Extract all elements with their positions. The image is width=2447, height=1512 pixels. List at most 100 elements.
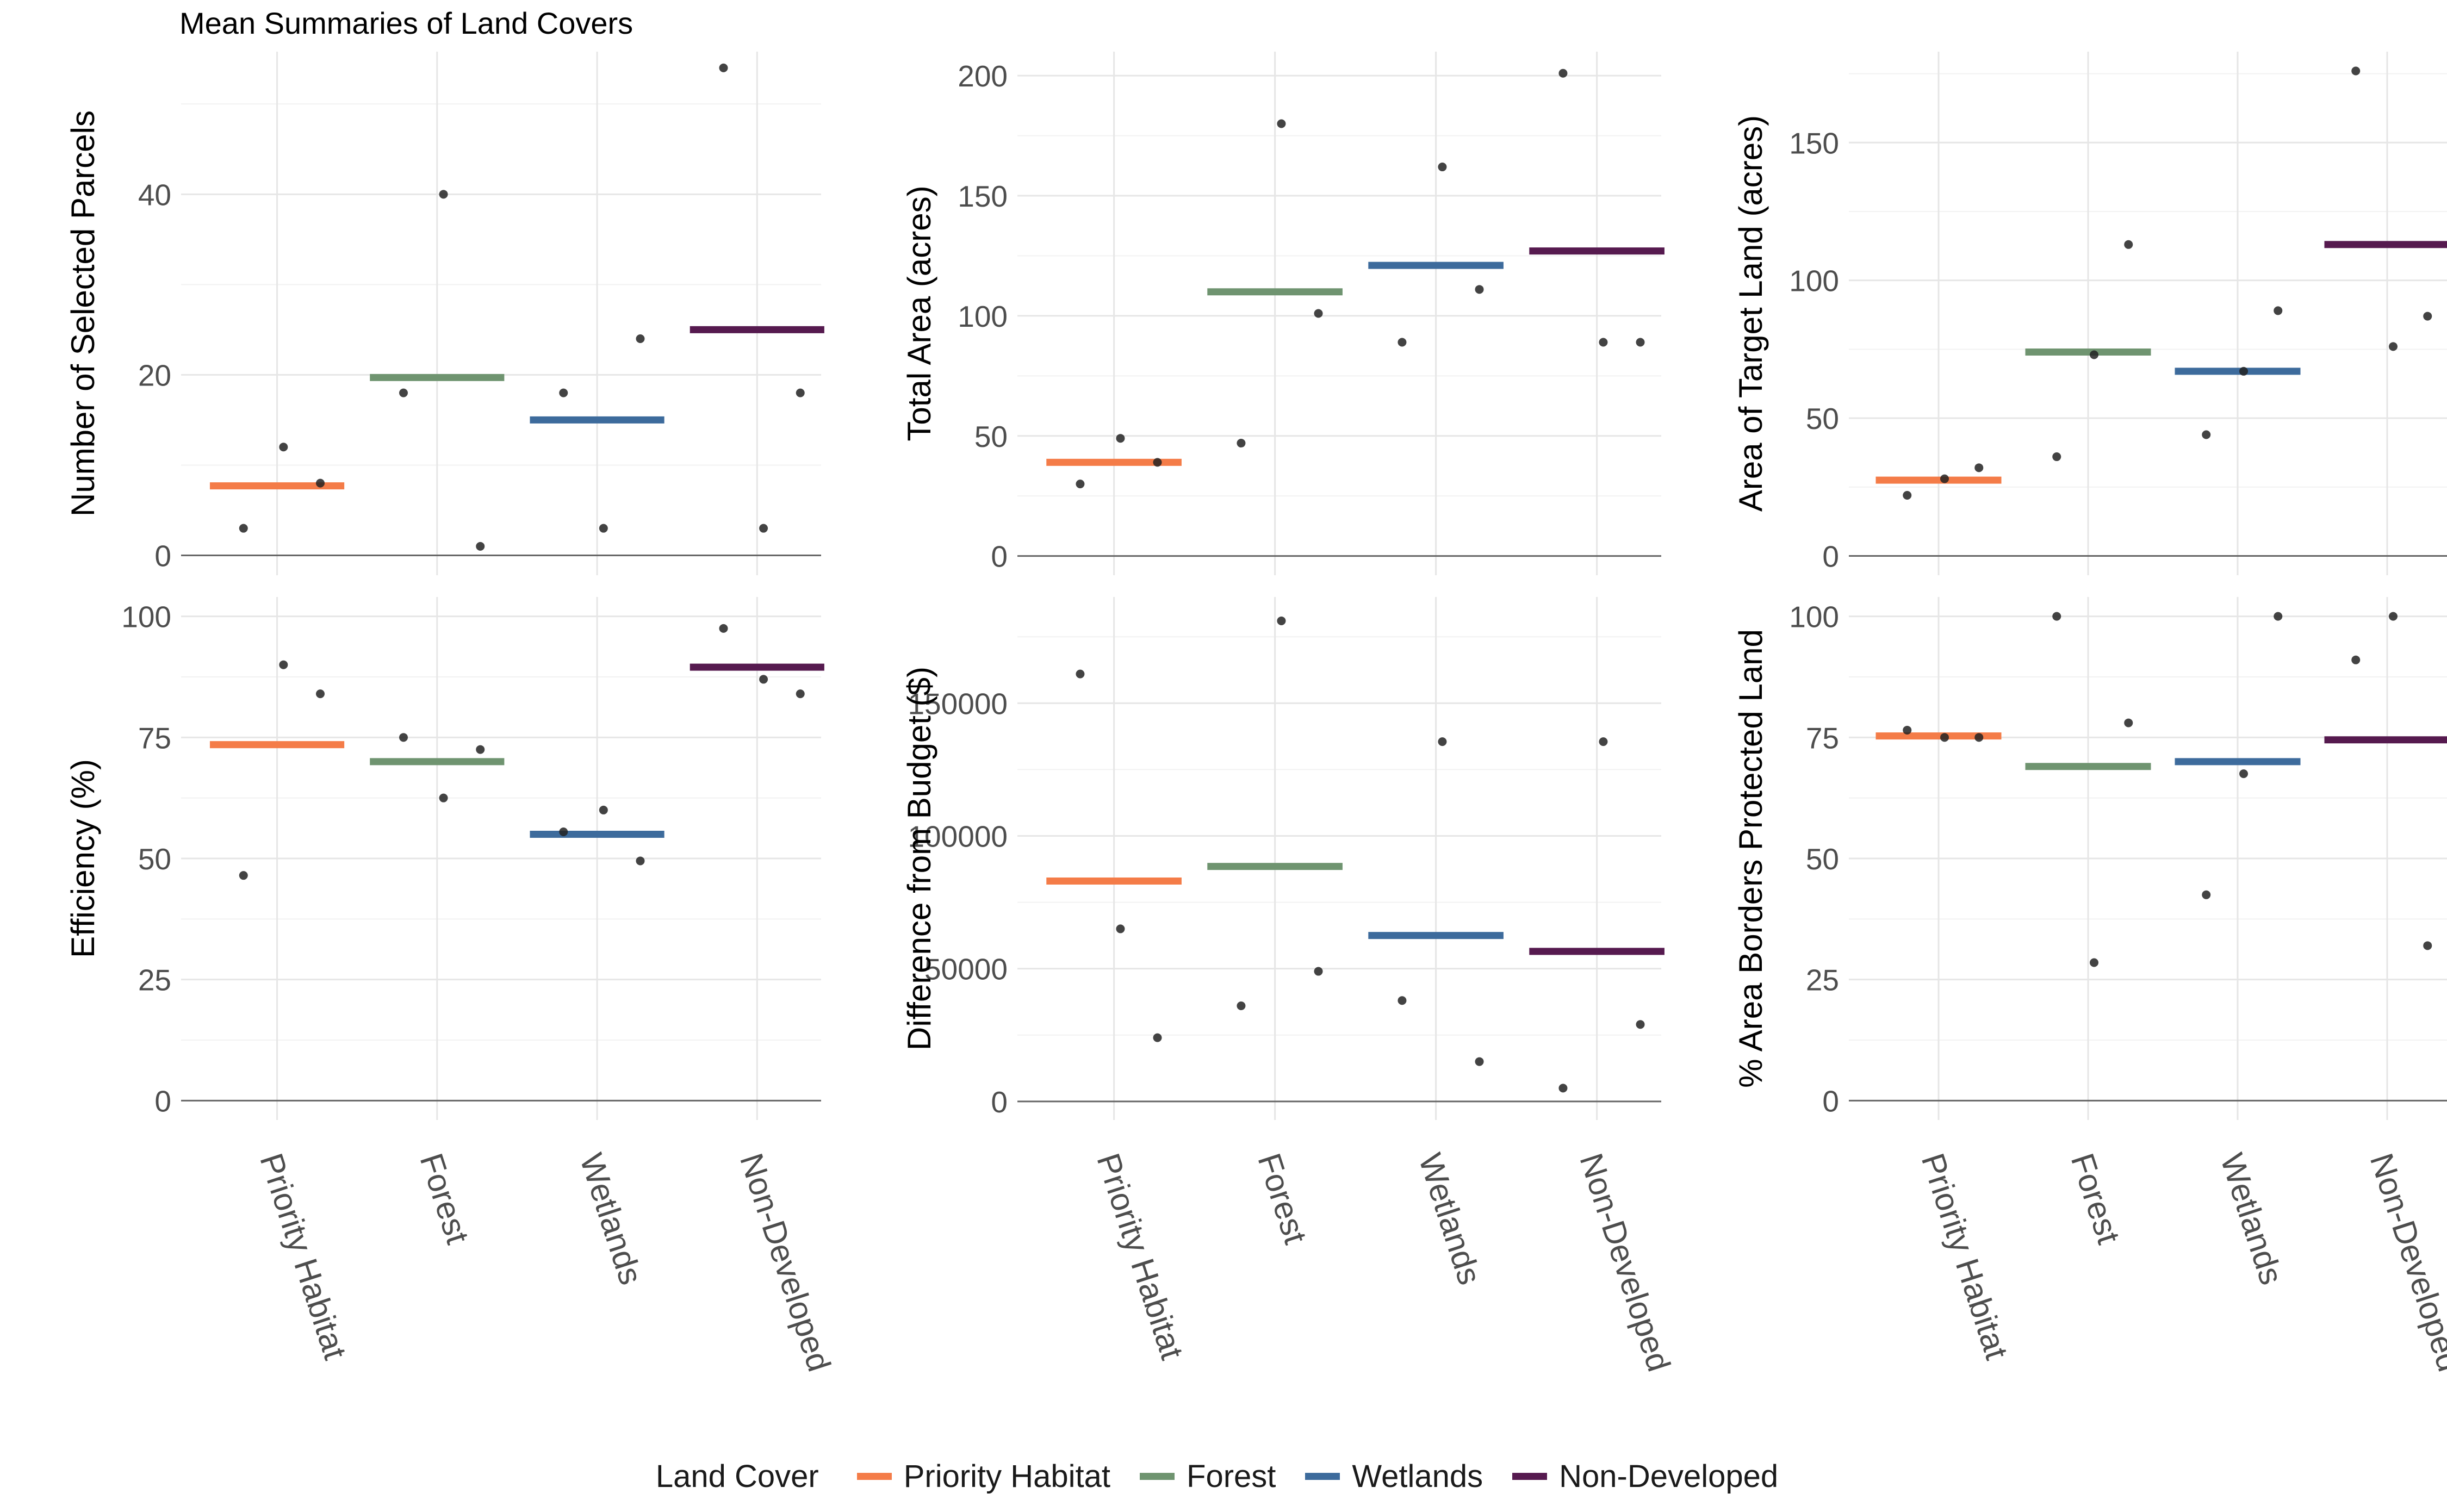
data-point xyxy=(1076,669,1085,679)
data-point xyxy=(2090,958,2098,967)
x-tick-label: Wetlands xyxy=(1412,1149,1488,1289)
data-point xyxy=(2239,769,2248,779)
data-point xyxy=(1277,616,1286,625)
panel-3: 0 50 100 150 Area of Target Land (acres) xyxy=(1732,52,2447,575)
y-tick-label: 25 xyxy=(138,963,171,997)
y-tick-label: 150 xyxy=(1789,126,1839,160)
legend-key-non-developed xyxy=(1512,1472,1548,1480)
y-axis-title: Area of Target Land (acres) xyxy=(1732,115,1769,512)
x-tick-label: Forest xyxy=(413,1149,476,1248)
data-point xyxy=(2389,612,2398,621)
data-point xyxy=(399,733,408,742)
y-tick-label: 50000 xyxy=(924,953,1008,986)
legend-item-wetlands: Wetlands xyxy=(1305,1458,1496,1495)
y-tick-label: 50 xyxy=(1806,842,1839,876)
legend-item-non-developed: Non-Developed xyxy=(1512,1458,1791,1495)
legend-label-wetlands: Wetlands xyxy=(1352,1458,1483,1494)
y-axis-title: Total Area (acres) xyxy=(901,185,937,441)
data-point xyxy=(439,190,448,199)
data-point xyxy=(2239,366,2248,376)
data-point xyxy=(719,624,728,633)
x-tick-label: Wetlands xyxy=(573,1149,650,1289)
data-point xyxy=(315,689,325,699)
data-point xyxy=(476,745,485,754)
legend-key-forest xyxy=(1140,1472,1175,1480)
x-tick-label: Wetlands xyxy=(2214,1149,2290,1289)
legend-title: Land Cover xyxy=(655,1458,819,1494)
data-point xyxy=(239,871,248,880)
y-tick-label: 0 xyxy=(154,539,171,573)
y-tick-label: 100 xyxy=(1789,264,1839,298)
legend-label-priority-habitat: Priority Habitat xyxy=(903,1458,1111,1494)
chart-title: Mean Summaries of Land Covers xyxy=(179,6,633,40)
y-tick-label: 75 xyxy=(138,721,171,755)
data-point xyxy=(1153,458,1162,467)
data-point xyxy=(2274,306,2283,315)
x-tick-label: Non-Developed xyxy=(2363,1149,2447,1376)
data-point xyxy=(1903,491,1912,500)
data-point xyxy=(2124,240,2133,249)
y-tick-label: 20 xyxy=(138,358,171,392)
data-point xyxy=(239,524,248,533)
y-tick-label: 0 xyxy=(154,1084,171,1118)
data-point xyxy=(1636,1020,1645,1029)
data-point xyxy=(2351,66,2361,76)
data-point xyxy=(1116,924,1125,934)
data-point xyxy=(2423,312,2432,321)
legend: Land Cover Priority Habitat Forest Wetla… xyxy=(0,1446,2447,1506)
data-point xyxy=(759,675,768,684)
data-point xyxy=(1237,1001,1246,1011)
data-point xyxy=(1076,480,1085,489)
data-point xyxy=(1940,474,1949,483)
data-point xyxy=(599,805,608,814)
y-axis-title: % Area Borders Protected Land xyxy=(1732,629,1769,1088)
data-point xyxy=(439,793,448,802)
data-point xyxy=(476,542,485,551)
x-tick-label: Priority Habitat xyxy=(1090,1149,1190,1364)
y-axis-title: Difference from Budget ($) xyxy=(901,667,937,1050)
x-tick-label: Non-Developed xyxy=(1573,1149,1678,1376)
data-point xyxy=(599,524,608,533)
data-point xyxy=(1903,725,1912,735)
x-tick-label: Priority Habitat xyxy=(253,1149,353,1364)
y-tick-label: 25 xyxy=(1806,963,1839,997)
data-point xyxy=(636,856,645,866)
x-tick-label: Forest xyxy=(1251,1149,1314,1248)
y-tick-label: 100 xyxy=(1789,600,1839,634)
data-point xyxy=(1314,967,1323,976)
data-point xyxy=(1153,1033,1162,1042)
data-point xyxy=(559,388,568,397)
y-tick-label: 150000 xyxy=(908,687,1008,720)
data-point xyxy=(1398,338,1407,347)
data-point xyxy=(759,524,768,533)
y-tick-label: 150 xyxy=(958,179,1008,213)
data-point xyxy=(1237,439,1246,448)
data-point xyxy=(279,443,288,452)
data-point xyxy=(1599,338,1608,347)
panel-1: 0 20 40 Number of Selected Parcels xyxy=(65,52,824,575)
data-point xyxy=(1398,996,1407,1005)
data-point xyxy=(1438,737,1447,746)
y-axis-title: Efficiency (%) xyxy=(65,759,101,958)
x-tick-label: Priority Habitat xyxy=(1915,1149,2015,1364)
data-point xyxy=(636,334,645,343)
data-point xyxy=(1974,733,1984,742)
data-point xyxy=(1438,163,1447,172)
y-tick-label: 0 xyxy=(1822,540,1839,574)
data-point xyxy=(2202,430,2211,439)
y-tick-label: 100000 xyxy=(908,819,1008,853)
data-point xyxy=(279,660,288,669)
y-tick-label: 0 xyxy=(991,1085,1008,1119)
y-tick-label: 50 xyxy=(1806,402,1839,435)
data-point xyxy=(1475,1057,1484,1066)
data-point xyxy=(2389,342,2398,351)
data-point xyxy=(1314,309,1323,318)
data-point xyxy=(1558,1084,1568,1093)
data-point xyxy=(796,689,805,699)
data-point xyxy=(2274,612,2283,621)
data-point xyxy=(559,827,568,837)
data-point xyxy=(2202,890,2211,899)
data-point xyxy=(796,388,805,397)
panel-6: 0 25 50 75 100 % Area Borders Protected Land P… xyxy=(1732,597,2447,1376)
y-tick-label: 0 xyxy=(1822,1084,1839,1118)
